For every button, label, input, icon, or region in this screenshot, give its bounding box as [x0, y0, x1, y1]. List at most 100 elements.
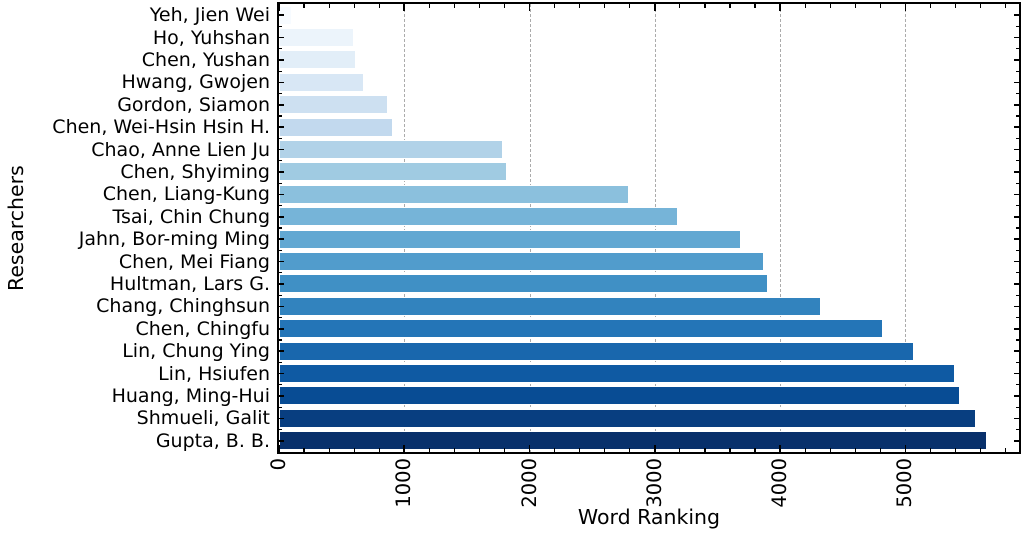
- y-tick-label: Huang, Ming-Hui: [111, 385, 270, 407]
- axis-tick: [453, 4, 455, 8]
- bar: [279, 364, 956, 384]
- axis-tick: [303, 4, 305, 8]
- axis-tick: [328, 448, 330, 452]
- bar-row: [279, 26, 1019, 48]
- axis-tick: [403, 445, 406, 452]
- axis-tick: [704, 448, 706, 452]
- y-tick-label: Chen, Mei Fiang: [118, 250, 270, 273]
- x-tick-label: 4000: [768, 458, 792, 508]
- bar: [279, 162, 507, 182]
- axis-tick: [679, 448, 681, 452]
- y-tick-label: Chen, Shyiming: [120, 161, 270, 183]
- axis-tick: [453, 448, 455, 452]
- axis-tick: [1016, 339, 1019, 341]
- bar-row: [279, 94, 1019, 116]
- axis-tick: [629, 4, 631, 8]
- axis-tick: [378, 4, 380, 8]
- axis-tick: [403, 4, 406, 11]
- axis-tick: [1016, 227, 1019, 229]
- axis-tick: [279, 93, 282, 95]
- axis-tick: [1016, 70, 1019, 72]
- axis-tick: [1014, 372, 1019, 375]
- axis-tick: [279, 372, 284, 375]
- axis-tick: [1014, 126, 1019, 128]
- bar: [279, 184, 629, 204]
- axis-tick: [1014, 59, 1019, 61]
- axis-tick: [879, 4, 881, 8]
- axis-tick: [279, 137, 282, 139]
- bar: [279, 72, 364, 92]
- axis-tick: [654, 4, 656, 11]
- y-tick-label: Jahn, Bor-ming Ming: [78, 228, 270, 251]
- axis-tick: [279, 440, 284, 442]
- axis-tick: [478, 4, 481, 8]
- bar: [279, 95, 388, 115]
- axis-tick: [954, 4, 957, 8]
- axis-tick: [1014, 216, 1019, 218]
- axis-tick: [279, 305, 284, 308]
- axis-tick: [1014, 104, 1019, 106]
- bar-row: [279, 206, 1019, 228]
- axis-tick: [279, 115, 282, 117]
- bar-row: [279, 4, 1019, 26]
- axis-tick: [1016, 317, 1019, 319]
- axis-tick: [1016, 429, 1019, 431]
- axis-tick: [1016, 160, 1019, 162]
- bar: [279, 274, 768, 294]
- axis-tick: [829, 4, 831, 8]
- axis-tick: [503, 4, 506, 8]
- bar-row: [279, 318, 1019, 340]
- axis-tick: [554, 4, 556, 8]
- axis-tick: [1016, 272, 1019, 274]
- gridline-4000: [780, 4, 782, 452]
- bar-row: [279, 116, 1019, 138]
- axis-tick: [729, 4, 731, 8]
- bar-row: [279, 340, 1019, 362]
- bar: [279, 319, 884, 339]
- axis-tick: [1014, 193, 1019, 196]
- x-tick-label: 0: [267, 458, 290, 471]
- bar-row: [279, 161, 1019, 183]
- axis-tick: [279, 395, 284, 397]
- axis-tick: [1016, 25, 1019, 27]
- bar-row: [279, 273, 1019, 295]
- axis-tick: [1004, 4, 1007, 8]
- bar: [279, 28, 354, 48]
- y-tick-label: Gupta, B. B.: [155, 429, 270, 452]
- axis-tick: [1014, 395, 1019, 397]
- bar: [279, 229, 741, 249]
- axis-tick: [854, 4, 856, 8]
- axis-tick: [929, 4, 932, 8]
- axis-tick: [1014, 148, 1019, 151]
- axis-tick: [428, 4, 430, 8]
- bar-row: [279, 250, 1019, 272]
- y-tick-label: Tsai, Chin Chung: [112, 205, 270, 228]
- axis-tick: [353, 448, 355, 452]
- axis-tick: [279, 193, 284, 196]
- axis-tick: [353, 4, 355, 8]
- bar: [279, 341, 915, 361]
- axis-tick: [279, 417, 284, 420]
- bar: [279, 252, 764, 272]
- axis-tick: [854, 448, 856, 452]
- gridline-2000: [529, 4, 531, 452]
- axis-tick: [954, 448, 957, 452]
- axis-tick: [654, 445, 656, 452]
- y-tick-label: Hwang, Gwojen: [121, 71, 270, 94]
- axis-tick: [904, 4, 907, 11]
- axis-tick: [1004, 448, 1007, 452]
- x-tick-label: 1000: [392, 458, 416, 508]
- axis-tick: [279, 48, 282, 50]
- axis-tick: [279, 104, 284, 106]
- bar: [279, 431, 988, 451]
- axis-tick: [279, 283, 284, 285]
- x-tick-label: 5000: [893, 458, 917, 508]
- axis-tick: [1016, 249, 1019, 251]
- axis-tick: [1014, 417, 1019, 420]
- axis-tick: [554, 448, 556, 452]
- axis-tick: [279, 216, 284, 218]
- y-tick-label: Ho, Yuhshan: [152, 26, 270, 49]
- axis-tick: [829, 448, 831, 452]
- bar-row: [279, 138, 1019, 160]
